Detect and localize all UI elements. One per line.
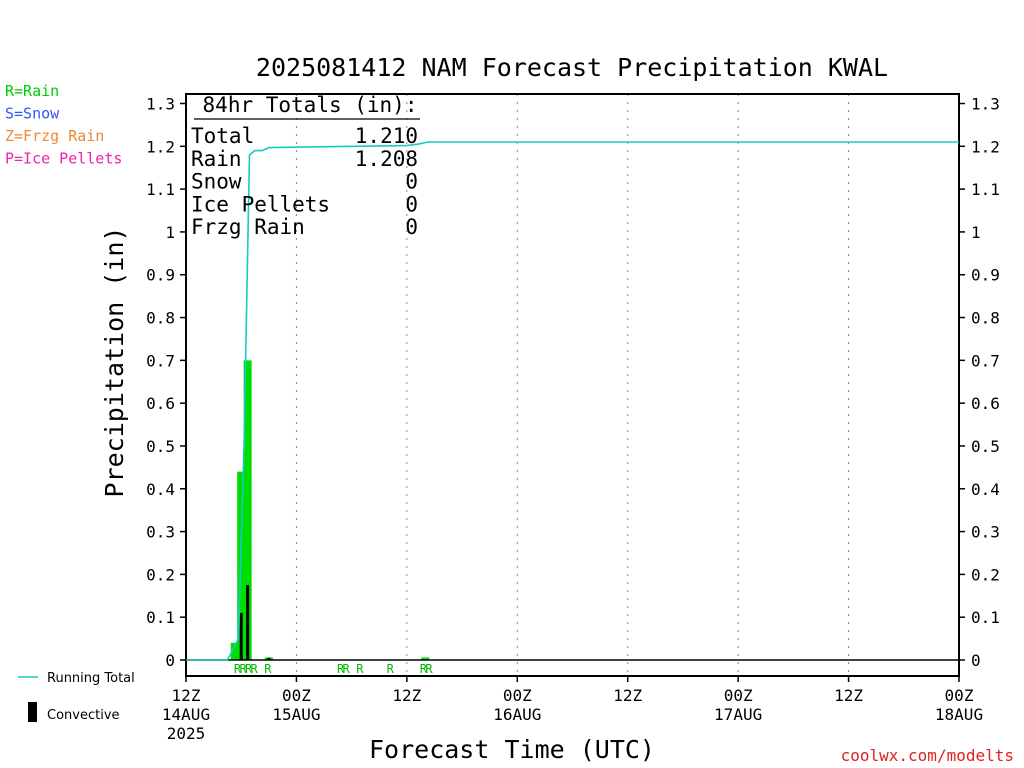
y-tick-label-left: 1.3: [146, 95, 175, 114]
y-tick-label-left: 0.4: [146, 480, 175, 499]
x-tick-time-label: 00Z: [282, 686, 311, 705]
precip-type-marker: R: [245, 662, 253, 676]
x-tick-time-label: 00Z: [724, 686, 753, 705]
series-legend: Running Total Convective: [18, 671, 135, 723]
totals-row-label: Ice Pellets: [191, 192, 330, 216]
x-tick-time-label: 12Z: [392, 686, 421, 705]
precip-type-marker: R: [239, 662, 247, 676]
x-tick-time-label: 12Z: [613, 686, 642, 705]
y-tick-label-right: 0.2: [971, 565, 1000, 584]
totals-row-label: Rain: [191, 147, 242, 171]
y-tick-label-right: 0.9: [971, 266, 1000, 285]
x-tick-year-label: 2025: [167, 724, 206, 743]
x-tick-date-label: 14AUG: [162, 705, 210, 724]
credit-text: coolwx.com/modelts: [841, 746, 1014, 765]
x-axis-label: Forecast Time (UTC): [369, 735, 655, 764]
convective-bars: [239, 585, 271, 660]
x-tick-time-label: 00Z: [945, 686, 974, 705]
rain-bar: [421, 657, 430, 660]
precip-type-marker: R: [234, 662, 242, 676]
type-legend-item: S=Snow: [5, 105, 60, 123]
y-tick-label-right: 0.4: [971, 480, 1000, 499]
x-tick-date-label: 15AUG: [272, 705, 320, 724]
y-tick-label-left: 0.7: [146, 351, 175, 370]
y-tick-label-left: 0.8: [146, 309, 175, 328]
y-tick-label-right: 0.1: [971, 608, 1000, 627]
totals-box: 84hr Totals (in): Total 1.210 Rain 1.208 Sno…: [191, 93, 420, 239]
y-tick-label-right: 0.5: [971, 437, 1000, 456]
precip-type-marker: R: [343, 662, 351, 676]
x-tick-date-label: 16AUG: [493, 705, 541, 724]
y-tick-label-left: 0.9: [146, 266, 175, 285]
y-tick-label-right: 0: [971, 651, 981, 670]
running-total-line: [186, 141, 959, 661]
precip-type-legend: R=Rain S=Snow Z=Frzg Rain P=Ice Pellets: [5, 82, 122, 168]
y-tick-label-right: 0.3: [971, 523, 1000, 542]
chart-title: 2025081412 NAM Forecast Precipitation KW…: [256, 53, 888, 82]
type-legend-item: Z=Frzg Rain: [5, 127, 104, 145]
type-legend-item: P=Ice Pellets: [5, 150, 122, 168]
precip-bars: [230, 360, 430, 660]
y-tick-label-right: 1.2: [971, 137, 1000, 156]
x-tick-time-label: 12Z: [834, 686, 863, 705]
totals-row-label: Total: [191, 124, 254, 148]
totals-row-value: 0: [405, 170, 418, 194]
type-legend-item: R=Rain: [5, 82, 59, 100]
convective-bar: [239, 612, 243, 660]
precip-type-marker: R: [356, 662, 364, 676]
y-tick-label-right: 0.8: [971, 309, 1000, 328]
running-total-legend-label: Running Total: [47, 671, 135, 686]
y-tick-label-right: 1.1: [971, 180, 1000, 199]
y-tick-label-left: 0.3: [146, 523, 175, 542]
y-tick-label-right: 1: [971, 223, 981, 242]
x-tick-time-label: 12Z: [172, 686, 201, 705]
totals-row-value: 0: [405, 215, 418, 239]
precip-type-marker: R: [337, 662, 345, 676]
x-tick-date-label: 18AUG: [935, 705, 983, 724]
rain-bar: [243, 360, 252, 660]
y-tick-label-right: 0.6: [971, 394, 1000, 413]
x-tick-time-label: 00Z: [503, 686, 532, 705]
y-tick-label-left: 0.5: [146, 437, 175, 456]
y-tick-label-right: 1.3: [971, 95, 1000, 114]
y-tick-label-left: 1.1: [146, 180, 175, 199]
rain-bar: [230, 642, 239, 660]
convective-bar: [267, 657, 271, 660]
totals-row-label: Snow: [191, 170, 242, 194]
totals-row-value: 1.210: [355, 124, 418, 148]
y-tick-label-left: 0: [165, 651, 175, 670]
precip-type-marker: R: [250, 662, 258, 676]
precip-type-marker: R: [387, 662, 395, 676]
y-tick-label-left: 0.6: [146, 394, 175, 413]
y-axis: 0 00.1 0.10.2 0.20.3 0.30.4 0.40.5 0.50.6 0.60.…: [146, 95, 1000, 671]
precip-type-marker: R: [420, 662, 428, 676]
grid-lines: [295, 94, 850, 676]
totals-row-value: 0: [405, 192, 418, 216]
totals-row-value: 1.208: [355, 147, 418, 171]
convective-bar: [246, 585, 250, 660]
precip-type-marker: R: [264, 662, 272, 676]
y-axis-label: Precipitation (in): [100, 227, 129, 498]
plot-frame: [185, 93, 960, 677]
y-tick-label-left: 1.2: [146, 137, 175, 156]
y-tick-label-right: 0.7: [971, 351, 1000, 370]
precip-type-marker: R: [425, 662, 433, 676]
convective-legend-label: Convective: [47, 708, 120, 723]
x-tick-date-label: 17AUG: [714, 705, 762, 724]
totals-heading: 84hr Totals (in):: [203, 93, 418, 117]
y-tick-label-left: 0.2: [146, 565, 175, 584]
y-tick-label-left: 0.1: [146, 608, 175, 627]
totals-row-label: Frzg Rain: [191, 215, 305, 239]
convective-legend-swatch: [28, 702, 37, 722]
y-tick-label-left: 1: [165, 223, 175, 242]
